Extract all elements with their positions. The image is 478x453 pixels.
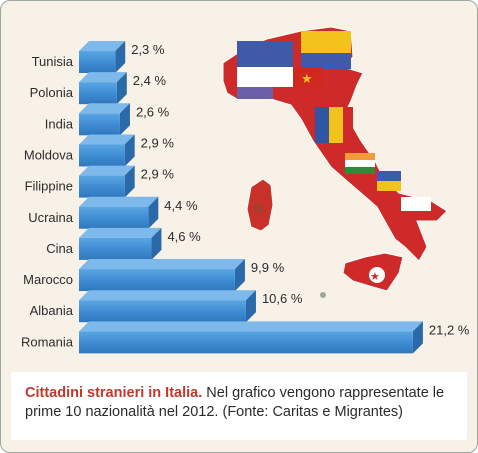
bar-top bbox=[79, 134, 135, 145]
bar-front bbox=[79, 269, 235, 292]
value-label: 9,9 % bbox=[251, 260, 285, 275]
category-label: Romania bbox=[21, 334, 74, 349]
bar-front bbox=[79, 82, 117, 105]
bar-front bbox=[79, 144, 125, 167]
caption-title: Cittadini stranieri in Italia. bbox=[25, 385, 203, 401]
flag-moldova-red bbox=[343, 107, 353, 143]
bar-top bbox=[79, 321, 423, 332]
sardinia-shape bbox=[246, 178, 274, 232]
flag-blue-patch bbox=[237, 41, 293, 67]
bar-front bbox=[79, 237, 152, 260]
flag-india-orange bbox=[345, 153, 375, 160]
bar bbox=[79, 134, 135, 167]
bar-side bbox=[151, 227, 162, 260]
value-label: 2,9 % bbox=[141, 135, 175, 150]
value-label: 2,6 % bbox=[136, 104, 170, 119]
category-label: Cina bbox=[46, 241, 74, 256]
category-label: Filippine bbox=[25, 179, 73, 194]
bar-top bbox=[79, 196, 159, 207]
bar-front bbox=[79, 300, 246, 323]
bar-front bbox=[79, 51, 116, 73]
bar-top bbox=[79, 165, 135, 176]
crescent-icon bbox=[369, 267, 385, 283]
bar bbox=[79, 165, 135, 198]
category-label: Marocco bbox=[23, 272, 73, 287]
star-icon: ☆ bbox=[252, 200, 265, 216]
value-label: 4,6 % bbox=[167, 229, 201, 244]
flag-moldova-yellow bbox=[329, 107, 343, 143]
value-label: 2,3 % bbox=[131, 42, 165, 57]
flag-white-patch-2 bbox=[401, 197, 431, 211]
value-label: 2,9 % bbox=[141, 167, 175, 182]
value-label: 10,6 % bbox=[262, 291, 303, 306]
category-label: India bbox=[45, 116, 74, 131]
bar-side bbox=[124, 134, 135, 167]
bar-top bbox=[79, 103, 130, 114]
caption-text: Nel grafico vengono rappresentate le pri… bbox=[25, 385, 445, 420]
flag-moldova-blue bbox=[315, 107, 329, 143]
bar-top bbox=[79, 227, 162, 238]
flag-ukraine-yellow bbox=[377, 181, 401, 191]
bar bbox=[79, 41, 126, 73]
bar bbox=[79, 227, 162, 260]
caption-box: Cittadini stranieri in Italia. Nel grafi… bbox=[11, 372, 467, 440]
bar-side bbox=[124, 165, 135, 198]
bar bbox=[79, 259, 245, 292]
bar-front bbox=[79, 175, 125, 198]
bar-side bbox=[234, 259, 245, 292]
flag-purple-patch bbox=[237, 87, 273, 99]
bar-top bbox=[79, 259, 245, 270]
bar-side bbox=[116, 72, 127, 105]
bar bbox=[79, 290, 256, 323]
bar-front bbox=[79, 206, 149, 229]
flag-india-green bbox=[345, 167, 375, 174]
flag-china-patch bbox=[293, 67, 323, 87]
china-star-icon: ★ bbox=[301, 71, 313, 86]
category-label: Polonia bbox=[30, 85, 74, 100]
bar bbox=[79, 321, 423, 354]
bar bbox=[79, 196, 159, 229]
flag-blue-patch-2 bbox=[301, 53, 351, 69]
flag-ukraine-blue bbox=[377, 171, 401, 181]
bar-side bbox=[115, 41, 126, 73]
value-label: 2,4 % bbox=[133, 73, 167, 88]
bar-side bbox=[245, 290, 256, 323]
bar-top bbox=[79, 41, 126, 51]
bar-side bbox=[412, 321, 423, 354]
value-label: 4,4 % bbox=[164, 198, 198, 213]
bar-side bbox=[119, 103, 130, 136]
bar-top bbox=[79, 72, 127, 83]
bar-top bbox=[79, 290, 256, 301]
bar-side bbox=[148, 196, 159, 229]
bar-front bbox=[79, 331, 413, 354]
flag-india-white bbox=[345, 160, 375, 167]
bar-front bbox=[79, 113, 120, 136]
flag-yellow-patch bbox=[301, 31, 351, 53]
star-icon-2: ★ bbox=[370, 271, 380, 283]
island-dot bbox=[320, 292, 326, 298]
category-label: Ucraina bbox=[28, 210, 74, 225]
italy-flags-map: ★ ☆ ★ bbox=[222, 26, 448, 316]
category-label: Tunisia bbox=[32, 54, 74, 69]
bar-chart: ★ ☆ ★ Tunisia 2,3 % Polonia 2,4 % India 2,6 %… bbox=[21, 26, 470, 354]
flag-white-patch bbox=[237, 67, 293, 87]
bar bbox=[79, 72, 127, 105]
category-label: Albania bbox=[30, 303, 74, 318]
category-label: Moldova bbox=[24, 147, 74, 162]
value-label: 21,2 % bbox=[429, 322, 470, 337]
bar bbox=[79, 103, 130, 136]
